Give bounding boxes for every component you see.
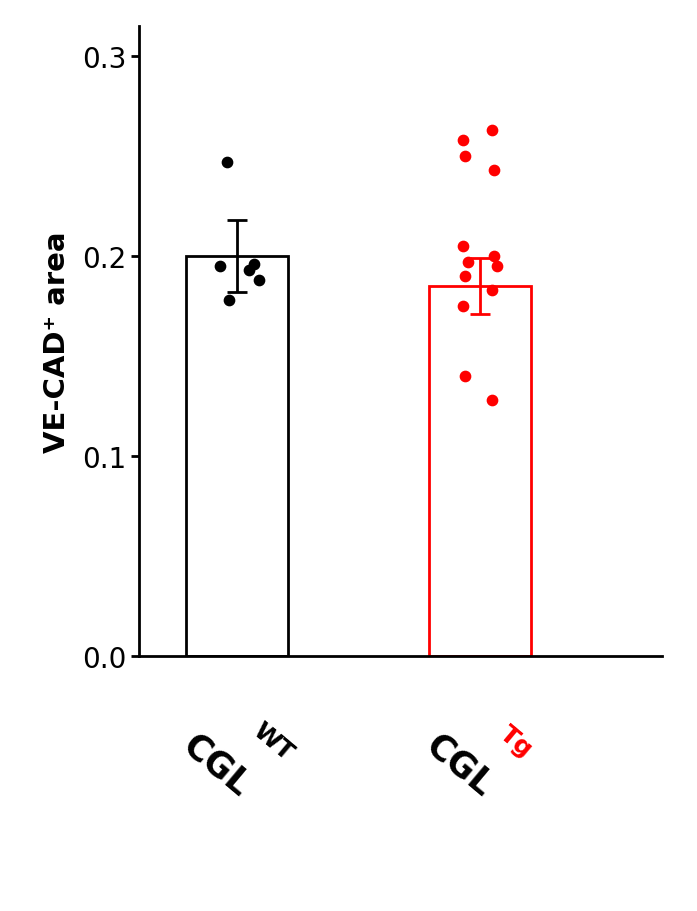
Point (459, 369, 470, 384)
Point (489, 250, 500, 264)
Point (222, 156, 233, 170)
Point (487, 394, 498, 408)
Y-axis label: VE-CAD⁺ area: VE-CAD⁺ area (43, 231, 70, 452)
Point (214, 260, 225, 274)
Point (248, 258, 259, 272)
Point (457, 134, 468, 148)
Bar (429, 287, 531, 656)
Point (489, 164, 500, 179)
Text: CGL: CGL (419, 727, 499, 803)
Point (459, 270, 470, 284)
Point (491, 260, 503, 274)
Point (224, 293, 235, 308)
Point (457, 240, 468, 254)
Point (487, 124, 498, 138)
Text: Tg: Tg (495, 721, 537, 762)
Point (457, 300, 468, 314)
Text: WT: WT (248, 718, 298, 764)
Point (253, 273, 264, 288)
Point (462, 255, 473, 270)
Point (459, 149, 470, 164)
Text: CGL: CGL (176, 727, 256, 803)
Point (487, 283, 498, 298)
Bar (185, 257, 288, 656)
Point (243, 263, 254, 278)
